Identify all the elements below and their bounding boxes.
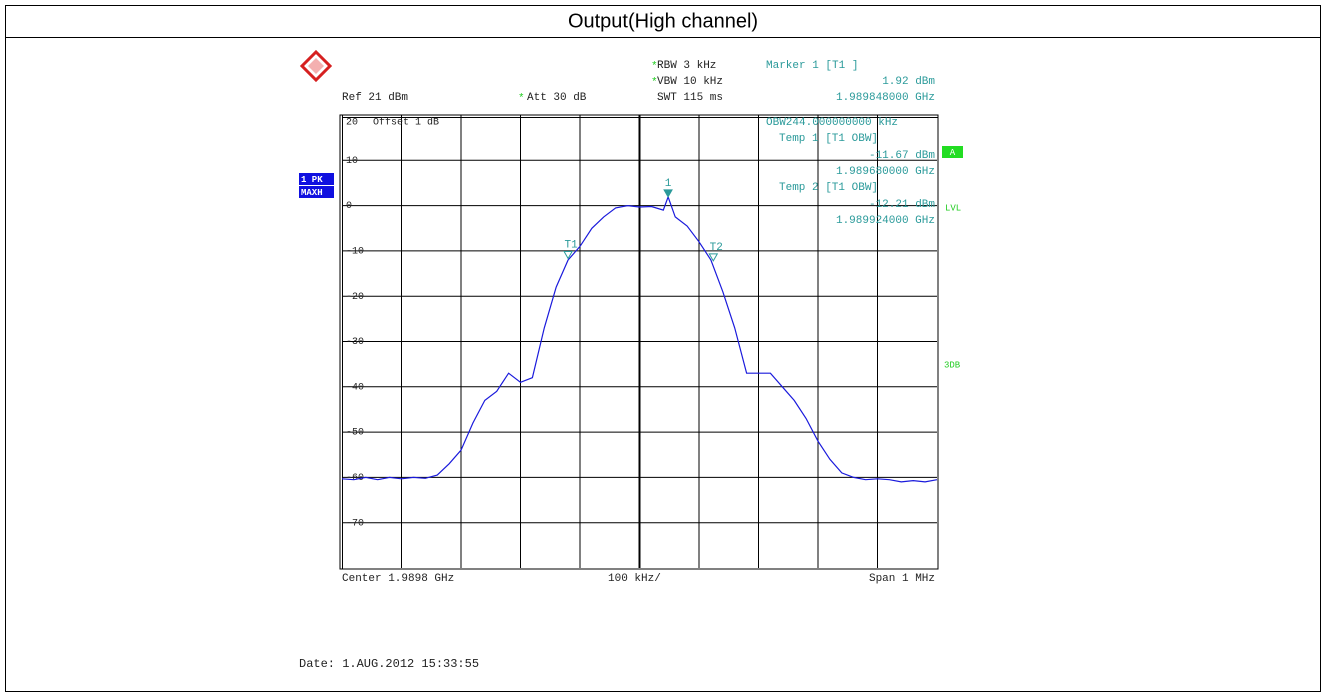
- y-tick-label: -20: [346, 292, 364, 303]
- swt: SWT 115 ms: [657, 92, 723, 104]
- 3db-label: 3DB: [944, 360, 961, 370]
- y-tick-label: 0: [346, 201, 352, 212]
- obw-readout: Temp 2 [T1 OBW]: [779, 182, 878, 194]
- footer-span: Span 1 MHz: [869, 573, 935, 585]
- y-tick-label: -40: [346, 382, 364, 393]
- obw-readout: OBW244.000000000 kHz: [766, 117, 898, 129]
- a-label: A: [950, 148, 956, 158]
- marker-readout: 1.92 dBm: [882, 76, 935, 88]
- vbw: VBW 10 kHz: [657, 76, 723, 88]
- marker-label: 1: [665, 178, 672, 190]
- y-tick-label: -10: [346, 247, 364, 258]
- y-tick-label: 10: [346, 156, 358, 167]
- outer-frame: [5, 5, 1321, 692]
- y-tick-label: -60: [346, 473, 364, 484]
- marker: [663, 189, 673, 198]
- obw-readout: 1.989680000 GHz: [836, 166, 935, 178]
- logo: [299, 49, 333, 83]
- y-tick-label: 20: [346, 118, 358, 129]
- trace-label-box: [299, 186, 334, 198]
- a-box: [942, 146, 963, 158]
- marker-label: T2: [710, 242, 723, 254]
- marker-readout: 1.989848000 GHz: [836, 92, 935, 104]
- att: Att 30 dB: [527, 92, 587, 104]
- marker-label: T1: [564, 239, 578, 251]
- title: Output(High channel): [568, 10, 758, 32]
- trace: [341, 195, 938, 483]
- y-tick-label: -50: [346, 428, 364, 439]
- obw-readout: Temp 1 [T1 OBW]: [779, 133, 878, 145]
- lvl-label: LVL: [945, 203, 961, 213]
- marker: [708, 253, 719, 262]
- y-tick-label: -70: [346, 518, 364, 529]
- date: Date: 1.AUG.2012 15:33:55: [299, 657, 479, 671]
- trace-label-box: [299, 173, 334, 185]
- trace-label: MAXH: [301, 188, 323, 198]
- trace-label: 1 PK: [301, 175, 323, 185]
- obw-readout: 1.989924000 GHz: [836, 215, 935, 227]
- obw-readout: -12.21 dBm: [869, 199, 935, 211]
- footer-div: 100 kHz/: [608, 573, 661, 585]
- y-tick-label: -30: [346, 337, 364, 348]
- flag: *: [651, 77, 658, 89]
- offset-label: Offset 1 dB: [373, 117, 439, 129]
- marker: [563, 250, 573, 260]
- obw-readout: -11.67 dBm: [869, 150, 935, 162]
- flag: *: [651, 61, 658, 73]
- footer-center: Center 1.9898 GHz: [342, 573, 454, 585]
- rbw: RBW 3 kHz: [657, 60, 716, 72]
- flag: *: [518, 93, 525, 105]
- ref: Ref 21 dBm: [342, 92, 408, 104]
- marker-readout: Marker 1 [T1 ]: [766, 60, 858, 72]
